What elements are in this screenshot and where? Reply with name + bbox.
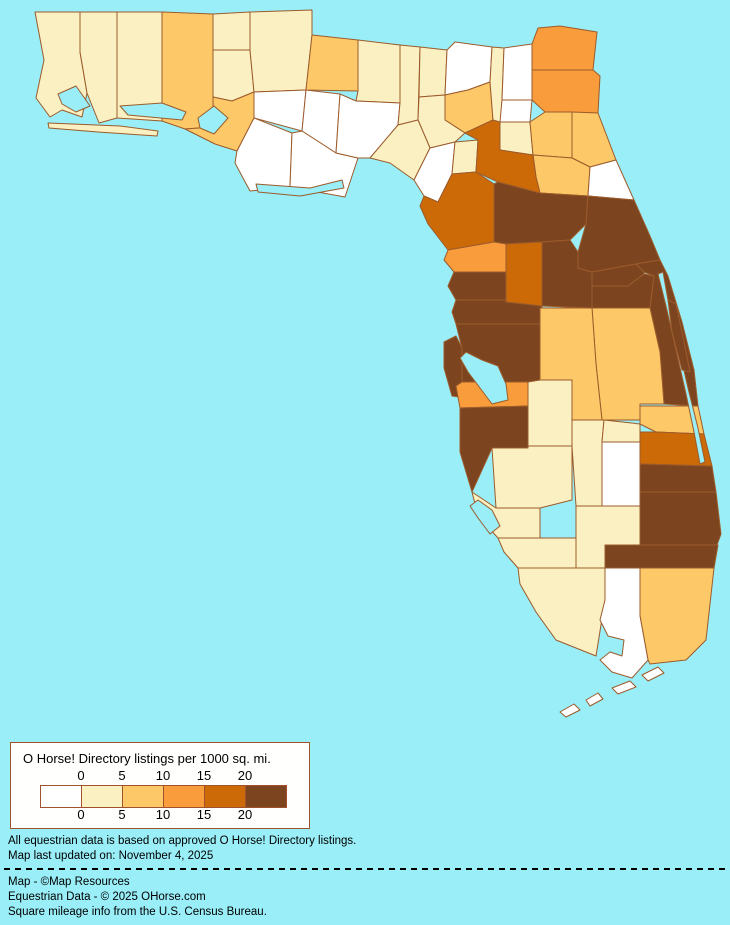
water-w-st-andrew-bay: [197, 105, 229, 135]
county-region-r34: [464, 119, 541, 194]
legend-tick-label: 20: [237, 807, 253, 822]
county-region-r48: [591, 307, 665, 421]
county-region-r67: [599, 567, 649, 679]
water-w-choctawhatchee-bay: [119, 102, 187, 121]
legend-swatch-4: [205, 786, 246, 807]
county-region-r66: [517, 567, 606, 657]
legend-ticks-bottom: 0 5 10 15 20: [11, 807, 309, 822]
island-i-merritt: [667, 299, 691, 373]
county-region-r63: [639, 491, 722, 546]
county-region-r51: [527, 379, 573, 447]
island-i-key-4: [641, 666, 665, 682]
county-region-r64: [604, 544, 719, 569]
county-region-r56: [601, 441, 641, 507]
legend-swatch-1: [82, 786, 123, 807]
island-i-key-1: [559, 703, 581, 718]
county-region-r39: [447, 271, 507, 301]
county-region-r06: [212, 49, 255, 102]
legend-ticks-top: 0 5 10 15 20: [11, 768, 309, 783]
county-region-r08: [249, 9, 313, 93]
legend-tick-label: 15: [196, 807, 212, 822]
county-region-r14: [355, 39, 401, 104]
county-region-r38: [505, 241, 543, 307]
island-i-key-3: [611, 680, 637, 695]
county-region-r24: [531, 25, 598, 71]
legend-tick-label: 5: [118, 807, 126, 822]
legend-swatch-0: [41, 786, 82, 807]
water-w-tampa-bay: [459, 351, 509, 405]
county-region-r55: [601, 419, 641, 443]
note-data-credit: Equestrian Data - © 2025 OHorse.com: [8, 891, 206, 903]
legend-tick-label: 20: [237, 768, 253, 783]
county-region-r26: [529, 111, 573, 159]
dashed-separator: [4, 868, 726, 870]
county-region-r23: [499, 121, 534, 156]
county-region-r62: [639, 463, 717, 493]
water-w-charlotte-harbor: [469, 499, 501, 535]
county-region-r25: [531, 69, 601, 114]
note-last-updated: Map last updated on: November 4, 2025: [8, 850, 214, 862]
legend-tick-label: 5: [118, 768, 126, 783]
water-w-escambia-bay: [57, 85, 91, 113]
county-region-r05: [212, 11, 251, 51]
note-map-credit: Map - ©Map Resources: [8, 876, 130, 888]
note-census-credit: Square mileage info from the U.S. Census…: [8, 906, 267, 918]
water-w-apalachicola-bay: [255, 179, 345, 197]
county-region-r17: [418, 46, 448, 98]
legend-tick-label: 15: [196, 768, 212, 783]
county-region-r61: [639, 431, 713, 467]
legend-tick-label: 10: [155, 768, 171, 783]
legend-swatch-3: [164, 786, 205, 807]
county-region-r33: [451, 139, 479, 175]
legend-tick-label: 10: [155, 807, 171, 822]
county-region-r16: [397, 44, 421, 126]
legend-tick-label: 0: [77, 807, 85, 822]
island-i-barrier-west: [47, 122, 159, 137]
legend-color-scale: [40, 785, 287, 808]
legend-swatch-5: [246, 786, 286, 807]
county-region-r22: [499, 99, 533, 123]
county-region-r21: [501, 43, 533, 101]
county-region-r53: [491, 445, 573, 509]
note-data-source: All equestrian data is based on approved…: [8, 835, 357, 847]
legend-tick-label: 0: [77, 768, 85, 783]
county-region-r54: [571, 419, 605, 507]
legend-box: O Horse! Directory listings per 1000 sq.…: [10, 742, 310, 829]
county-region-r13: [305, 34, 359, 92]
legend-swatch-2: [123, 786, 164, 807]
legend-title: O Horse! Directory listings per 1000 sq.…: [23, 751, 271, 766]
island-i-key-2: [585, 692, 604, 707]
